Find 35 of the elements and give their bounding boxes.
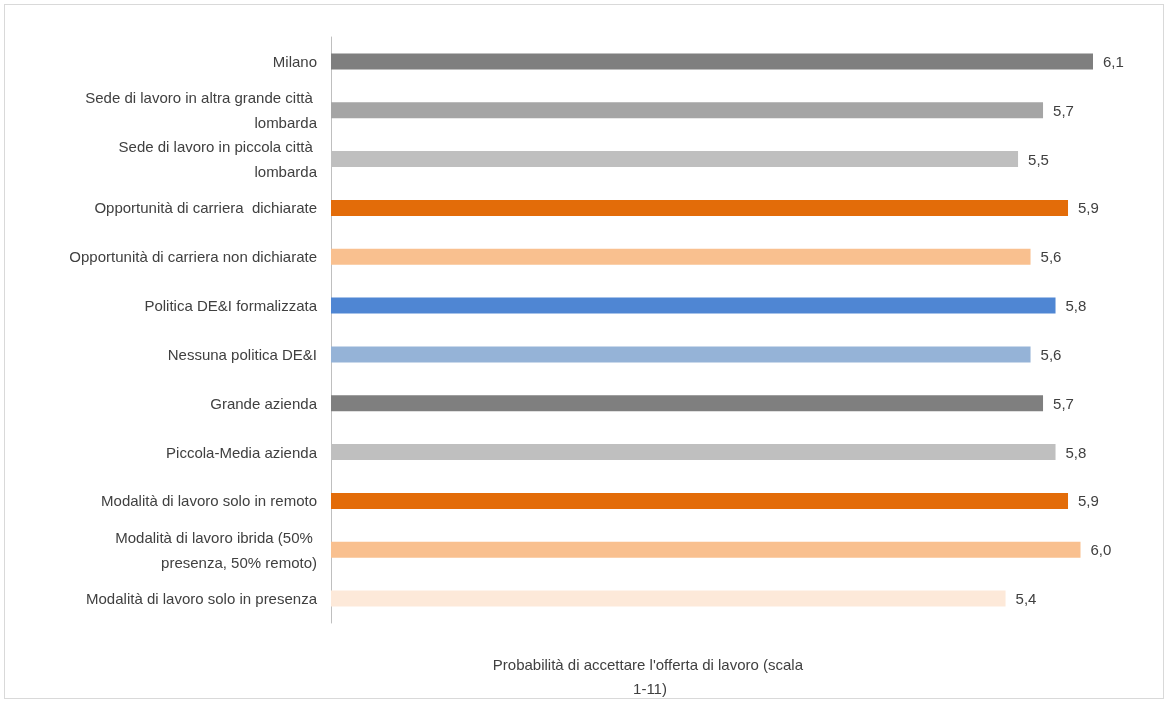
data-label: 5,9 [1078,199,1099,217]
data-label: 5,5 [1028,150,1049,168]
bar [331,395,1044,412]
data-label: 5,4 [1015,590,1037,608]
data-label: 5,9 [1078,492,1099,510]
y-tick-label: Modalità di lavoro solo in presenza [86,590,318,608]
bar [331,492,1069,509]
data-label: 5,8 [1065,443,1087,461]
bar [331,102,1044,119]
bar [331,297,1056,314]
y-tick-label: Sede di lavoro in piccola città lombarda [118,138,318,181]
bar [331,541,1081,558]
y-tick-label: Opportunità di carriera non dichiarate [69,248,317,266]
y-tick-label: Sede di lavoro in altra grande città lombarda [85,89,318,132]
data-label: 6,1 [1103,52,1124,70]
data-label: 6,0 [1090,541,1112,559]
y-tick-label: Grande azienda [210,394,318,412]
bar [331,346,1031,363]
bar [331,590,1006,607]
y-tick-label: Modalità di lavoro solo in remoto [101,492,317,510]
bar [331,248,1031,265]
y-tick-label: Milano [272,52,317,70]
y-tick-label: Politica DE&I formalizzata [144,297,318,315]
data-label: 5,6 [1040,248,1062,266]
x-axis-title: Probabilità di accettare l'offerta di lavoro (scala 1-11) [492,655,808,697]
bar [331,53,1093,70]
y-tick-label: Modalità di lavoro ibrida (50% presenza, 50% remoto) [115,528,317,571]
y-tick-label: Nessuna politica DE&I [167,345,317,363]
data-label: 5,8 [1065,297,1087,315]
data-label: 5,6 [1040,345,1062,363]
data-label: 5,7 [1053,101,1074,119]
bar [331,199,1069,216]
y-tick-label: Piccola-Media azienda [166,443,318,461]
y-tick-label: Opportunità di carriera dichiarate [94,199,317,217]
data-label: 5,7 [1053,394,1074,412]
